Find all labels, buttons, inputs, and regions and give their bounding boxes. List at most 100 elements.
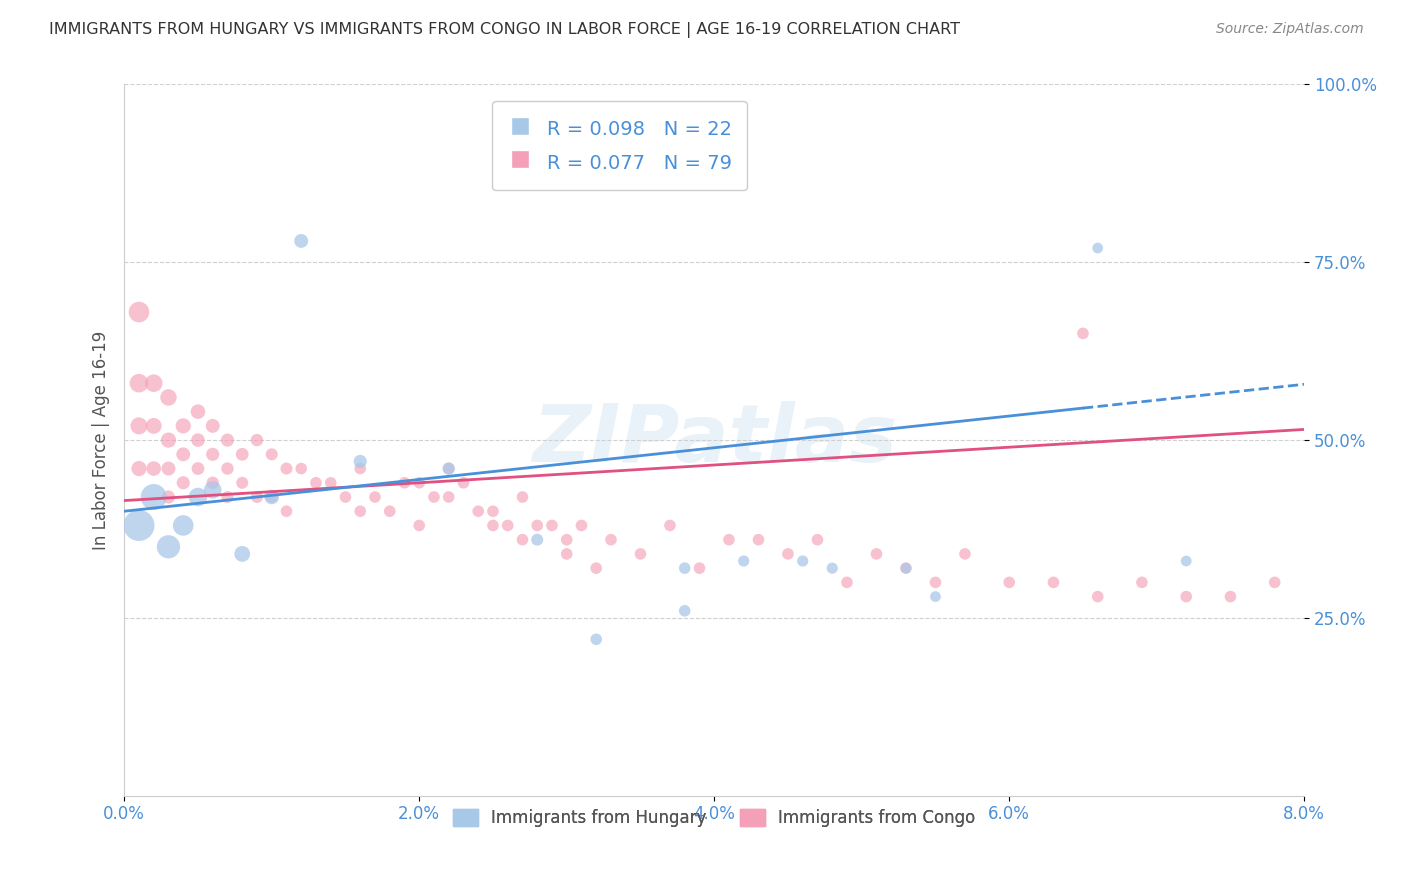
Point xyxy=(217,461,239,475)
Point xyxy=(319,475,342,490)
Point xyxy=(482,518,505,533)
Point xyxy=(496,518,519,533)
Legend: Immigrants from Hungary, Immigrants from Congo: Immigrants from Hungary, Immigrants from… xyxy=(446,802,983,834)
Point xyxy=(157,391,180,405)
Point xyxy=(571,518,593,533)
Point xyxy=(1130,575,1153,590)
Text: IMMIGRANTS FROM HUNGARY VS IMMIGRANTS FROM CONGO IN LABOR FORCE | AGE 16-19 CORR: IMMIGRANTS FROM HUNGARY VS IMMIGRANTS FR… xyxy=(49,22,960,38)
Point xyxy=(1175,590,1198,604)
Point xyxy=(201,447,224,461)
Point xyxy=(1219,590,1241,604)
Point xyxy=(792,554,814,568)
Point xyxy=(128,518,150,533)
Point xyxy=(512,490,534,504)
Point xyxy=(260,447,283,461)
Point xyxy=(260,490,283,504)
Point xyxy=(187,404,209,418)
Point xyxy=(998,575,1021,590)
Point xyxy=(394,475,416,490)
Text: Source: ZipAtlas.com: Source: ZipAtlas.com xyxy=(1216,22,1364,37)
Point xyxy=(555,533,578,547)
Point xyxy=(865,547,887,561)
Point xyxy=(1087,241,1109,255)
Point xyxy=(157,540,180,554)
Point xyxy=(142,418,165,433)
Point xyxy=(526,518,548,533)
Point xyxy=(246,433,269,447)
Point xyxy=(217,490,239,504)
Point xyxy=(835,575,858,590)
Y-axis label: In Labor Force | Age 16-19: In Labor Force | Age 16-19 xyxy=(93,330,110,549)
Point xyxy=(157,490,180,504)
Point xyxy=(201,483,224,497)
Point xyxy=(172,418,194,433)
Point xyxy=(1264,575,1286,590)
Point xyxy=(453,475,475,490)
Text: ZIPatlas: ZIPatlas xyxy=(531,401,897,479)
Point xyxy=(187,490,209,504)
Point xyxy=(246,490,269,504)
Point xyxy=(187,461,209,475)
Point xyxy=(467,504,489,518)
Point xyxy=(408,518,430,533)
Point xyxy=(1042,575,1064,590)
Point xyxy=(172,447,194,461)
Point xyxy=(142,490,165,504)
Point xyxy=(231,447,253,461)
Point xyxy=(187,433,209,447)
Point xyxy=(688,561,710,575)
Point xyxy=(512,533,534,547)
Point xyxy=(231,475,253,490)
Point xyxy=(349,454,371,468)
Point xyxy=(157,433,180,447)
Point xyxy=(482,504,505,518)
Point xyxy=(747,533,769,547)
Point xyxy=(894,561,917,575)
Point xyxy=(673,561,696,575)
Point xyxy=(276,461,298,475)
Point xyxy=(128,376,150,391)
Point xyxy=(217,433,239,447)
Point xyxy=(290,234,312,248)
Point xyxy=(142,461,165,475)
Point xyxy=(260,490,283,504)
Point xyxy=(378,504,401,518)
Point xyxy=(1071,326,1094,341)
Point xyxy=(526,533,548,547)
Point xyxy=(437,490,460,504)
Point xyxy=(231,547,253,561)
Point xyxy=(423,490,446,504)
Point xyxy=(1175,554,1198,568)
Point xyxy=(585,632,607,647)
Point xyxy=(364,490,387,504)
Point xyxy=(924,575,946,590)
Point xyxy=(953,547,976,561)
Point xyxy=(201,418,224,433)
Point xyxy=(349,504,371,518)
Point xyxy=(128,305,150,319)
Point xyxy=(172,518,194,533)
Point xyxy=(276,504,298,518)
Point xyxy=(806,533,828,547)
Point xyxy=(437,461,460,475)
Point xyxy=(733,554,755,568)
Point xyxy=(142,376,165,391)
Point xyxy=(157,461,180,475)
Point xyxy=(305,475,328,490)
Point xyxy=(172,475,194,490)
Point xyxy=(201,475,224,490)
Point xyxy=(555,547,578,561)
Point xyxy=(335,490,357,504)
Point xyxy=(541,518,564,533)
Point xyxy=(349,461,371,475)
Point xyxy=(924,590,946,604)
Point xyxy=(290,461,312,475)
Point xyxy=(128,461,150,475)
Point xyxy=(1087,590,1109,604)
Point xyxy=(630,547,652,561)
Point xyxy=(673,604,696,618)
Point xyxy=(659,518,682,533)
Point xyxy=(600,533,623,547)
Point xyxy=(821,561,844,575)
Point xyxy=(128,418,150,433)
